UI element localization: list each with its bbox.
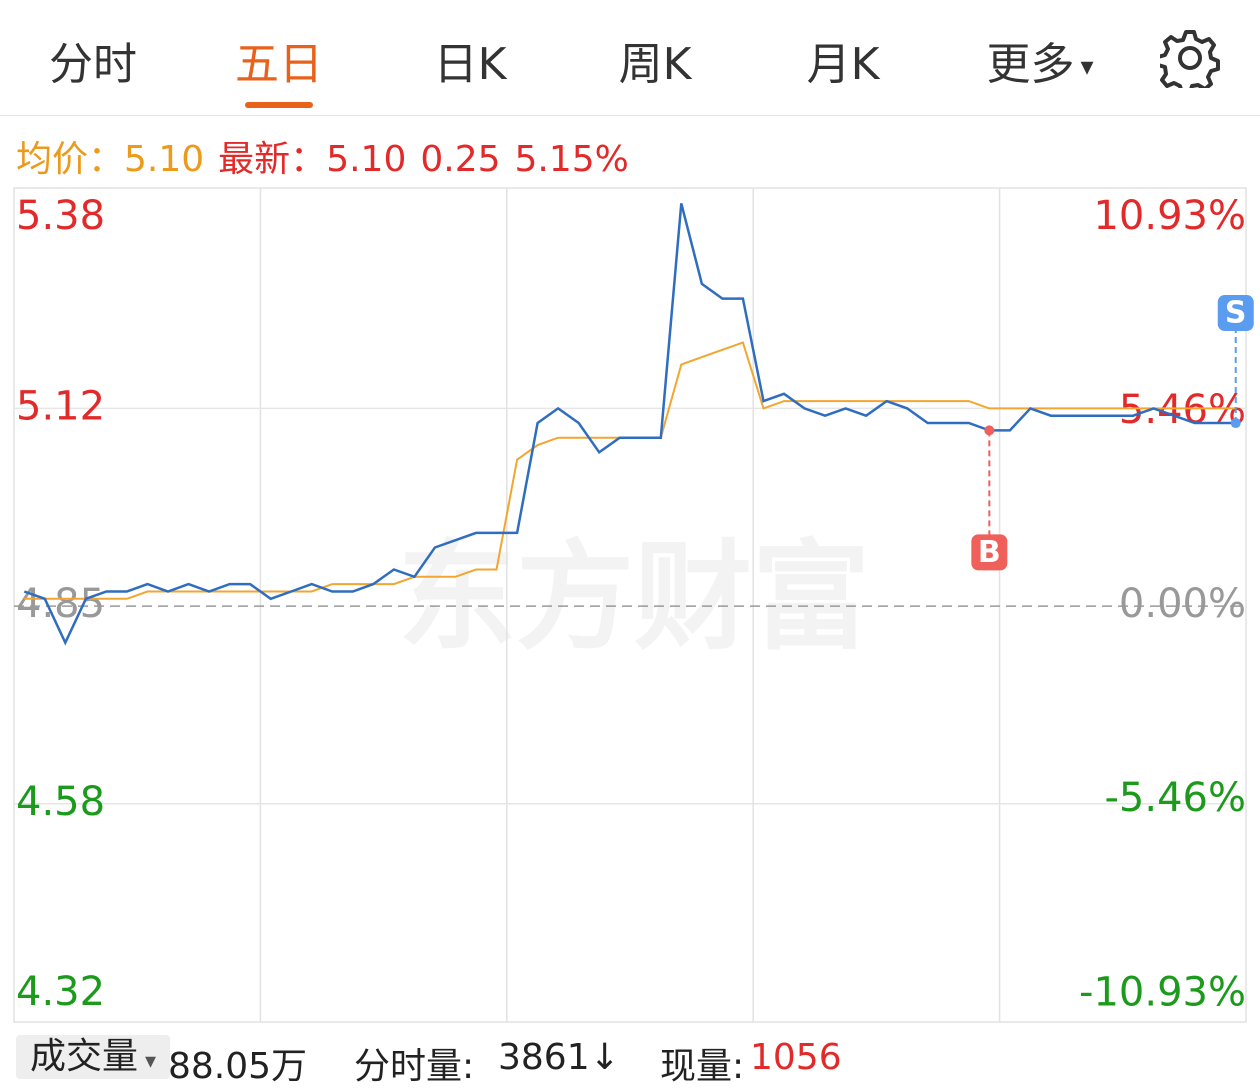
y-tick-label: 5.38 — [16, 193, 105, 239]
change-pct: 5.15% — [514, 139, 629, 180]
change: 0.25 — [420, 139, 501, 180]
tick-volume: 3861↓ — [498, 1037, 620, 1078]
marker-badge — [1217, 295, 1254, 332]
marker-badge — [971, 534, 1008, 571]
avg-price: 5.10 — [124, 139, 205, 180]
tab[interactable]: 分时 — [49, 39, 137, 90]
y-tick-label: 4.58 — [16, 779, 105, 825]
avg-label: 均价： — [16, 139, 125, 180]
current-volume: 1056 — [750, 1037, 842, 1078]
y2-tick-label: -5.46% — [1104, 775, 1246, 821]
marker-label: S — [1225, 296, 1247, 331]
volume-selector[interactable]: 成交量 — [16, 1035, 171, 1079]
y2-tick-label: 0.00% — [1119, 581, 1246, 627]
tab[interactable]: 日K — [433, 39, 507, 90]
price-line — [23, 203, 1236, 646]
marker-dot — [984, 425, 995, 436]
marker-dot — [1230, 418, 1241, 429]
tick-volume-label: 分时量: — [354, 1046, 475, 1087]
chart: 东方财富 4.32 4.58 4.85 5.12 5.38 -10.93% -5.46% 0.… — [13, 187, 1254, 1023]
y-tick-label: 5.12 — [16, 383, 105, 429]
tab[interactable]: 月K — [806, 39, 880, 90]
tab[interactable]: 更多 — [986, 28, 1093, 92]
tab[interactable]: 五日 — [235, 28, 323, 108]
y2-tick-label: -10.93% — [1079, 969, 1246, 1015]
y2-tick-label: 5.46% — [1119, 387, 1246, 433]
watermark: 东方财富 — [398, 528, 870, 666]
info-bar: 均价：5.10 最新：5.10 0.25 5.15% — [16, 130, 643, 182]
plot-frame — [13, 187, 1247, 1023]
y2-tick-label: 10.93% — [1093, 193, 1246, 239]
total-volume: 88.05万 — [168, 1046, 308, 1087]
y-tick-label: 4.32 — [16, 969, 105, 1015]
y-tick-label: 4.85 — [16, 581, 105, 627]
tab-bar: 分时 五日 日K 周K 月K 更多 — [0, 0, 1260, 116]
marker-label: B — [978, 535, 1001, 570]
latest-price: 5.10 — [326, 139, 407, 180]
current-volume-label: 现量: — [660, 1046, 745, 1087]
latest-label: 最新： — [218, 139, 327, 180]
settings-icon[interactable] — [1160, 28, 1220, 88]
tab[interactable]: 周K — [618, 39, 692, 90]
